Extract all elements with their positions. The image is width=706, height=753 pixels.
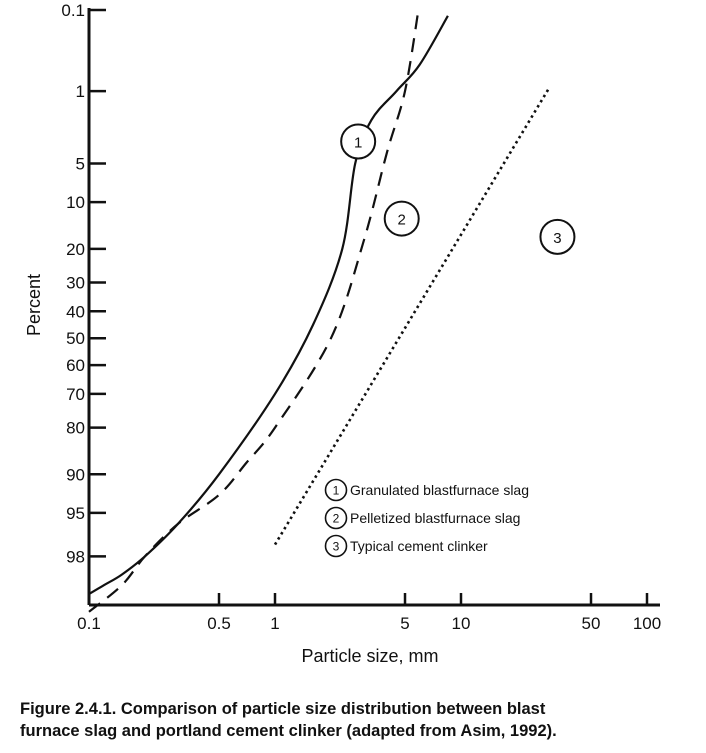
series-line-2 [88, 9, 420, 613]
y-tick-label: 10 [66, 193, 85, 212]
chart: 0.1 1 5 10 20 30 40 50 60 70 80 90 95 98 0.1 0.5 1 5 10 50… [24, 1, 661, 666]
y-ticks: 0.1 1 5 10 20 30 40 50 60 70 80 90 95 98 [61, 1, 106, 566]
series-annotation-circle [539, 218, 576, 255]
x-tick-label: 1 [270, 614, 279, 633]
annotations-layer: 1 2 3 [340, 123, 576, 255]
x-tick-label: 5 [400, 614, 409, 633]
series-annotation-label: 3 [553, 230, 561, 247]
x-tick-label: 100 [633, 614, 661, 633]
y-tick-label: 20 [66, 240, 85, 259]
series-line-3 [273, 86, 551, 546]
y-tick-label: 50 [66, 329, 85, 348]
x-tick-label: 10 [452, 614, 471, 633]
series-line-1 [88, 15, 449, 595]
y-tick-label: 0.1 [61, 1, 85, 20]
legend-marker-label: 1 [333, 484, 340, 498]
y-axis-title: Percent [24, 274, 44, 336]
legend-entry-label: Granulated blastfurnace slag [350, 482, 529, 498]
series-annotation-circle [340, 123, 377, 160]
legend-marker-label: 3 [333, 540, 340, 554]
series-layer [88, 9, 551, 613]
x-tick-label: 0.1 [77, 614, 101, 633]
legend-marker [324, 534, 348, 558]
y-tick-label: 1 [76, 82, 85, 101]
y-tick-label: 90 [66, 465, 85, 484]
x-tick-label: 0.5 [207, 614, 231, 633]
y-tick-label: 80 [66, 419, 85, 438]
y-tick-label: 70 [66, 385, 85, 404]
legend-marker-label: 2 [333, 512, 340, 526]
y-tick-label: 40 [66, 302, 85, 321]
y-tick-label: 95 [66, 504, 85, 523]
figure-caption: Figure 2.4.1. Comparison of particle siz… [20, 700, 557, 740]
x-tick-label: 50 [582, 614, 601, 633]
legend-marker [324, 506, 348, 530]
series-annotation-label: 1 [354, 134, 362, 151]
legend-entry-label: Pelletized blastfurnace slag [350, 510, 520, 526]
x-ticks: 0.1 0.5 1 5 10 50 100 [77, 593, 661, 633]
axes [87, 8, 660, 607]
x-axis-title: Particle size, mm [301, 646, 438, 666]
series-annotation-label: 2 [398, 212, 406, 229]
legend: 1 Granulated blastfurnace slag 2 Pelletized… [324, 478, 529, 558]
y-tick-label: 5 [76, 155, 85, 174]
legend-entry-label: Typical cement clinker [350, 538, 488, 554]
y-tick-label: 98 [66, 547, 85, 566]
legend-marker [324, 478, 348, 502]
y-tick-label: 30 [66, 274, 85, 293]
series-annotation-circle [383, 200, 420, 237]
y-tick-label: 60 [66, 356, 85, 375]
